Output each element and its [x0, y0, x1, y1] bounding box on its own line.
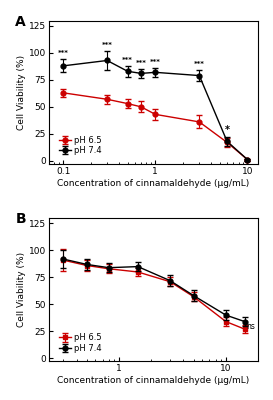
Legend: pH 6.5, pH 7.4: pH 6.5, pH 7.4 [57, 134, 103, 157]
Legend: pH 6.5, pH 7.4: pH 6.5, pH 7.4 [57, 332, 103, 354]
Text: ***: *** [150, 59, 161, 65]
Text: *: * [225, 125, 230, 135]
X-axis label: Concentration of cinnamaldehyde (μg/mL): Concentration of cinnamaldehyde (μg/mL) [57, 376, 250, 385]
Text: ***: *** [102, 42, 112, 48]
Text: ns: ns [246, 322, 255, 332]
Y-axis label: Cell Viability (%): Cell Viability (%) [17, 252, 26, 327]
Y-axis label: Cell Viability (%): Cell Viability (%) [17, 55, 26, 130]
Text: ***: *** [58, 50, 69, 56]
Text: A: A [15, 15, 26, 29]
X-axis label: Concentration of cinnamaldehyde (μg/mL): Concentration of cinnamaldehyde (μg/mL) [57, 178, 250, 188]
Text: B: B [15, 212, 26, 226]
Text: ***: *** [122, 57, 133, 63]
Text: ***: *** [136, 60, 147, 66]
Text: ***: *** [194, 61, 205, 67]
